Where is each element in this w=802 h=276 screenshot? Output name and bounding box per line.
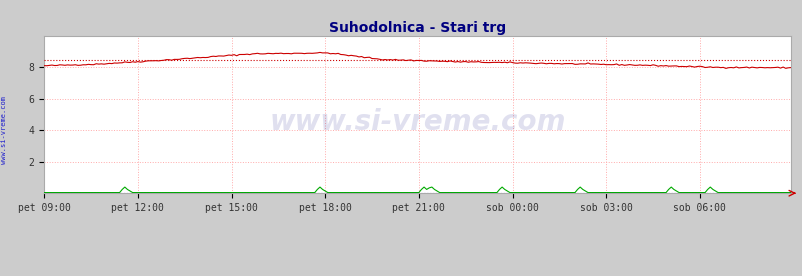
- Text: www.si-vreme.com: www.si-vreme.com: [269, 108, 565, 136]
- Title: Suhodolnica - Stari trg: Suhodolnica - Stari trg: [329, 21, 505, 35]
- Text: www.si-vreme.com: www.si-vreme.com: [1, 96, 7, 164]
